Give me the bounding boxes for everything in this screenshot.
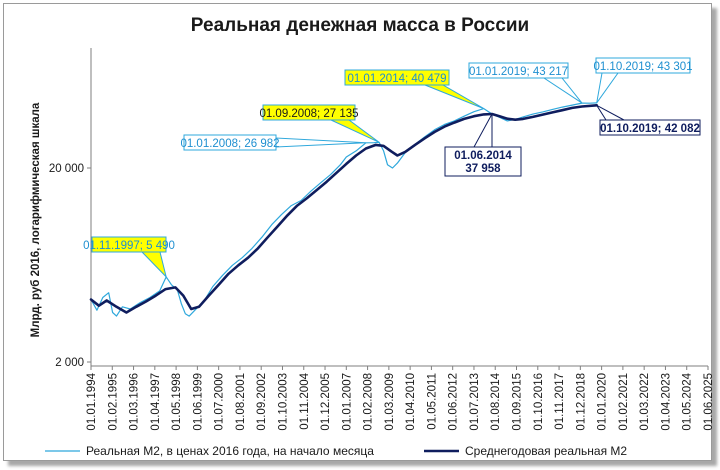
x-tick-label: 01.03.2022 <box>639 373 651 431</box>
callout-box <box>91 236 167 253</box>
data-callout: 01.10.2019; 42 082 <box>595 103 701 136</box>
callout-label: 01.01.2014; 40 479 <box>347 73 446 85</box>
series-line-real-m2 <box>90 102 598 317</box>
series-line-average-m2 <box>89 104 598 314</box>
callout-box <box>262 104 356 121</box>
x-tick-label: 01.12.2005 <box>320 373 332 431</box>
callout-box <box>599 119 701 136</box>
x-tick-label: 01.06.1999 <box>192 373 204 431</box>
x-tick-label: 01.05.2011 <box>426 373 438 430</box>
x-tick-label: 01.06.2012 <box>448 373 460 431</box>
callout-box <box>344 69 450 86</box>
x-tick-label: 01.07.2000 <box>214 373 226 431</box>
chart-title: Реальная денежная масса в России <box>191 15 529 36</box>
callout-label: 01.10.2019; 42 082 <box>600 123 700 135</box>
callout-label: 01.01.2008; 26 982 <box>180 138 279 150</box>
data-callout: 01.01.2019; 43 217 <box>468 62 583 104</box>
callout-pointer <box>275 137 366 148</box>
callout-pointer <box>595 103 625 121</box>
legend-label-average-m2: Среднегодовая реальная М2 <box>465 444 627 458</box>
x-tick-label: 01.11.2017 <box>554 373 566 430</box>
legend: Реальная М2, в ценах 2016 года, на начал… <box>45 444 627 458</box>
x-tick-label: 01.04.1997 <box>150 373 162 431</box>
x-tick-label: 01.04.2023 <box>660 373 672 431</box>
data-callout: 01.01.2014; 40 479 <box>344 69 485 110</box>
x-tick-label: 01.12.2018 <box>575 373 587 431</box>
x-tick-label: 01.08.2014 <box>490 372 502 430</box>
x-tick-label: 01.03.1996 <box>129 373 141 431</box>
plot-area: 2 000 20 000 01.01.1994 01.02.1995 01.03.199… <box>49 48 715 431</box>
x-tick-label: 01.01.1994 <box>86 372 98 430</box>
callout-label: 01.01.2019; 43 217 <box>469 66 568 78</box>
callout-pointer <box>473 113 493 148</box>
y-axis-label: Млрд. руб 2016, логарифмическая шкала <box>30 102 42 337</box>
x-tick-label: 01.04.2010 <box>405 373 417 431</box>
x-tick-label: 01.03.2009 <box>384 373 396 431</box>
x-tick-label: 01.11.2004 <box>299 372 311 429</box>
x-tick-label: 01.01.2007 <box>341 373 353 431</box>
x-tick-label: 01.09.2015 <box>512 373 524 431</box>
x-tick-label: 01.05.2024 <box>682 372 694 430</box>
legend-label-real-m2: Реальная М2, в ценах 2016 года, на начал… <box>86 444 374 458</box>
callout-box <box>595 57 691 74</box>
callout-pointer <box>596 72 619 104</box>
x-tick-label: 01.02.2008 <box>363 373 375 431</box>
callout-box <box>468 62 569 79</box>
data-callout: 01.11.1997; 5 490 <box>83 236 175 279</box>
x-tick-label: 01.02.2021 <box>618 373 630 431</box>
callout-pointer <box>424 84 485 110</box>
callout-pointer <box>542 77 583 104</box>
callout-box <box>183 134 277 151</box>
x-tick-label: 01.06.2025 <box>703 373 715 431</box>
callout-label: 01.09.2008; 27 135 <box>259 108 358 120</box>
y-tick-label: 2 000 <box>55 357 84 369</box>
x-tick-label: 01.10.2003 <box>277 373 289 431</box>
callout-box <box>444 146 522 177</box>
x-tick-label: 01.07.2013 <box>469 373 481 431</box>
callout-value-label: 37 958 <box>465 163 501 175</box>
callout-label: 01.10.2019; 43 301 <box>593 61 692 73</box>
callout-pointer <box>140 251 168 279</box>
x-tick-label: 01.01.2020 <box>597 373 609 431</box>
x-tick-label: 01.05.1998 <box>171 373 183 431</box>
callout-date-label: 01.06.2014 <box>454 150 512 162</box>
callout-label: 01.11.1997; 5 490 <box>83 240 175 252</box>
x-tick-label: 01.10.2016 <box>533 373 545 431</box>
data-callout: 01.10.2019; 43 301 <box>593 57 693 104</box>
x-tick-label: 01.09.2002 <box>256 373 268 431</box>
y-tick-label: 20 000 <box>49 163 84 175</box>
callout-pointer <box>330 119 380 143</box>
x-tick-label: 01.02.1995 <box>107 373 119 431</box>
data-callout: 01.01.2008; 26 982 <box>180 134 366 151</box>
data-callout: 01.09.2008; 27 135 <box>259 104 380 143</box>
x-tick-label: 01.08.2001 <box>235 373 247 431</box>
